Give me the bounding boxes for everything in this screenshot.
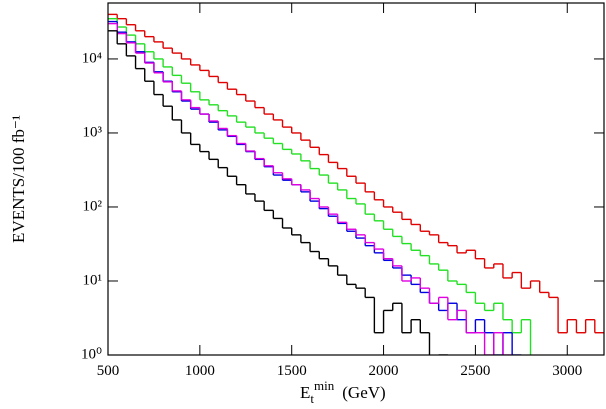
- x-label-symbol: E: [300, 383, 310, 402]
- x-tick-label: 1000: [185, 363, 215, 379]
- x-tick-label: 3000: [552, 363, 582, 379]
- x-label-subscript: t: [310, 391, 314, 406]
- y-tick-label: 10³: [83, 124, 103, 140]
- plot-frame: [107, 2, 605, 356]
- plot-area: [108, 13, 604, 355]
- x-tick-label: 2000: [369, 363, 399, 379]
- y-tick-label: 10⁴: [82, 50, 102, 66]
- x-tick-label: 500: [97, 363, 120, 379]
- x-label-superscript: min: [314, 378, 335, 393]
- x-tick-label: 2500: [460, 363, 490, 379]
- x-axis-label: Etmin (GeV): [300, 378, 386, 406]
- y-tick-label: 10²: [83, 198, 103, 214]
- x-label-unit: (GeV): [342, 383, 385, 402]
- x-tick-label: 1500: [277, 363, 307, 379]
- y-tick-label: 10¹: [83, 272, 103, 288]
- y-tick-label: 10⁰: [81, 346, 102, 362]
- y-axis-label: EVENTS/100 fb⁻¹: [9, 115, 28, 243]
